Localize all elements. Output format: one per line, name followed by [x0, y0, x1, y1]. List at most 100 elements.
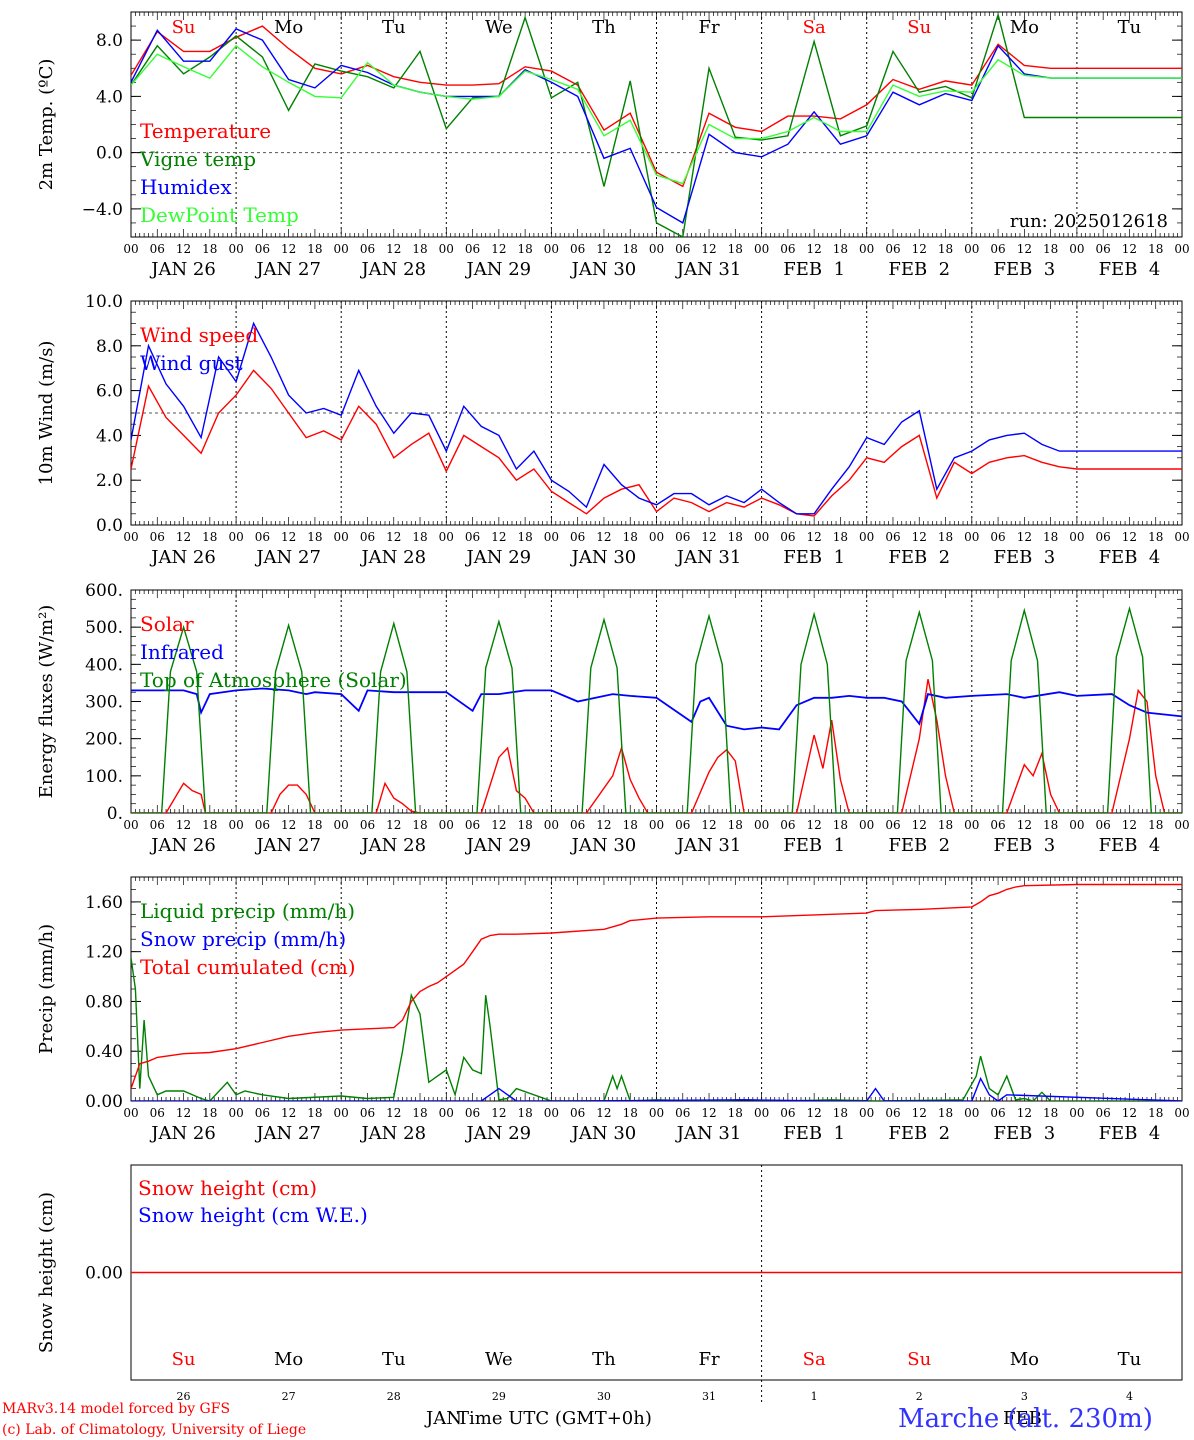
hour-tick-label: 12 [1122, 1106, 1137, 1120]
hour-tick-label: 00 [123, 530, 138, 544]
day-label: JAN 28 [359, 547, 426, 568]
hour-tick-label: 12 [386, 1106, 401, 1120]
weekday-label: Mo [274, 1349, 303, 1370]
y-tick-label: 0.40 [85, 1042, 123, 1062]
y-tick-label: 300. [85, 693, 123, 713]
hour-tick-label: 00 [859, 530, 874, 544]
y-tick-label: 200. [85, 730, 123, 750]
hour-tick-label: 00 [754, 1106, 769, 1120]
hour-tick-label: 12 [176, 530, 191, 544]
hour-tick-label: 00 [754, 530, 769, 544]
series-line-solar [131, 679, 1182, 813]
hour-tick-label: 00 [964, 242, 979, 256]
hour-tick-label: 18 [728, 530, 743, 544]
hour-tick-label: 00 [544, 530, 559, 544]
hour-tick-label: 00 [964, 530, 979, 544]
day-label: JAN 30 [570, 259, 637, 280]
hour-tick-label: 18 [728, 242, 743, 256]
weekday-label: Su [907, 1349, 931, 1370]
hour-tick-label: 12 [701, 242, 716, 256]
hour-tick-label: 00 [1174, 1106, 1189, 1120]
legend-entry: Snow height (cm W.E.) [138, 1203, 368, 1227]
y-tick-label: 10.0 [85, 292, 123, 312]
day-number-label: 1 [811, 1390, 818, 1403]
energy-panel: 00 06 12 18 JAN 26 00 06 12 18 JAN 27 00 06 12 18 JAN … [36, 581, 1190, 856]
hour-tick-label: 18 [1043, 530, 1058, 544]
hour-tick-label: 18 [307, 530, 322, 544]
day-label: JAN 26 [149, 547, 216, 568]
legend-entry: Total cumulated (cm) [140, 955, 356, 979]
hour-tick-label: 06 [1096, 1106, 1111, 1120]
hour-tick-label: 06 [465, 242, 480, 256]
y-axis-label: Snow height (cm) [36, 1192, 57, 1353]
hour-tick-label: 18 [1148, 818, 1163, 832]
day-label: JAN 27 [254, 547, 321, 568]
hour-tick-label: 18 [833, 1106, 848, 1120]
hour-tick-label: 12 [912, 530, 927, 544]
weekday-label: Th [592, 1349, 616, 1370]
hour-tick-label: 06 [675, 242, 690, 256]
hour-tick-label: 06 [360, 818, 375, 832]
y-tick-label: 6.0 [96, 382, 123, 402]
day-label: FEB 4 [1099, 259, 1161, 280]
hour-tick-label: 06 [255, 242, 270, 256]
hour-tick-label: 00 [544, 1106, 559, 1120]
hour-tick-label: 12 [807, 530, 822, 544]
hour-tick-label: 18 [517, 1106, 532, 1120]
day-label: JAN 26 [149, 835, 216, 856]
hour-tick-label: 00 [649, 818, 664, 832]
hour-tick-label: 18 [1043, 242, 1058, 256]
hour-tick-label: 18 [307, 242, 322, 256]
hour-tick-label: 18 [1043, 818, 1058, 832]
day-label: JAN 27 [254, 259, 321, 280]
hour-tick-label: 18 [938, 1106, 953, 1120]
hour-tick-label: 12 [596, 242, 611, 256]
day-number-label: 31 [702, 1390, 716, 1403]
weekday-label: Tu [1118, 1349, 1142, 1370]
y-tick-label: 4.0 [96, 426, 123, 446]
hour-tick-label: 18 [1148, 242, 1163, 256]
y-tick-label: 500. [85, 618, 123, 638]
hour-tick-label: 06 [360, 242, 375, 256]
y-tick-label: 400. [85, 655, 123, 675]
hour-tick-label: 12 [491, 242, 506, 256]
series-line-liquid-precip-mm-h [131, 957, 1182, 1101]
y-tick-label: 8.0 [96, 337, 123, 357]
hour-tick-label: 00 [754, 818, 769, 832]
weekday-label: Th [592, 17, 616, 38]
hour-tick-label: 06 [885, 1106, 900, 1120]
hour-tick-label: 00 [123, 818, 138, 832]
day-label: JAN 31 [675, 547, 742, 568]
hour-tick-label: 18 [412, 530, 427, 544]
hour-tick-label: 00 [439, 1106, 454, 1120]
month-right: FEB [1003, 1408, 1042, 1429]
wind-panel: 00 06 12 18 JAN 26 00 06 12 18 JAN 27 00 06 12 18 JAN … [36, 292, 1190, 568]
hour-tick-label: 00 [859, 818, 874, 832]
hour-tick-label: 18 [517, 818, 532, 832]
hour-tick-label: 18 [202, 1106, 217, 1120]
y-tick-label: 0. [107, 804, 123, 824]
hour-tick-label: 18 [412, 242, 427, 256]
hour-tick-label: 06 [990, 818, 1005, 832]
hour-tick-label: 06 [570, 242, 585, 256]
day-label: JAN 28 [359, 259, 426, 280]
hour-tick-label: 06 [1096, 818, 1111, 832]
hour-tick-label: 12 [281, 530, 296, 544]
hour-tick-label: 06 [780, 1106, 795, 1120]
weekday-label: Sa [803, 1349, 826, 1370]
y-tick-label: 0.0 [96, 144, 123, 164]
legend-entry: Top of Atmosphere (Solar) [140, 668, 407, 692]
weekday-label: Fr [699, 1349, 720, 1370]
y-tick-label: 0.80 [85, 992, 123, 1012]
hour-tick-label: 00 [859, 1106, 874, 1120]
y-tick-label: 8.0 [96, 31, 123, 51]
hour-tick-label: 06 [255, 818, 270, 832]
weekday-label: Mo [1010, 17, 1039, 38]
day-label: FEB 2 [888, 547, 950, 568]
weekday-label: Tu [382, 17, 406, 38]
hour-tick-label: 12 [596, 818, 611, 832]
hour-tick-label: 12 [386, 818, 401, 832]
legend-entry: Wind speed [140, 323, 258, 347]
hour-tick-label: 00 [228, 530, 243, 544]
